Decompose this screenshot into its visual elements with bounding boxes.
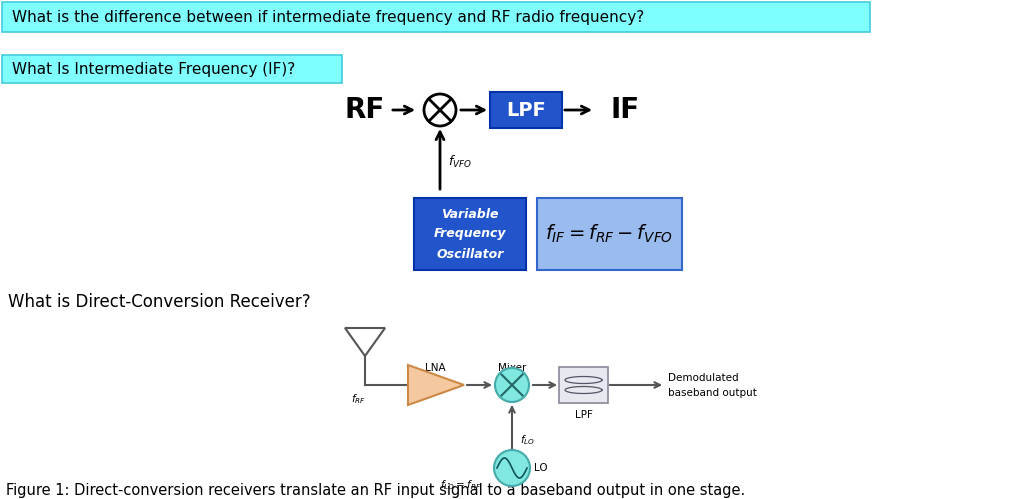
Text: Frequency: Frequency — [434, 228, 506, 241]
Text: Oscillator: Oscillator — [436, 248, 504, 260]
FancyBboxPatch shape — [414, 198, 526, 270]
Text: IF: IF — [610, 96, 640, 124]
Text: Mixer: Mixer — [498, 363, 526, 373]
FancyBboxPatch shape — [2, 55, 342, 83]
Text: What is the difference between if intermediate frequency and RF radio frequency?: What is the difference between if interm… — [12, 9, 644, 24]
Text: $f_{VFO}$: $f_{VFO}$ — [449, 154, 472, 170]
Text: Variable: Variable — [441, 208, 499, 221]
Text: RF: RF — [345, 96, 385, 124]
FancyBboxPatch shape — [537, 198, 682, 270]
Polygon shape — [408, 365, 464, 405]
Text: $f_{IF}=f_{RF}-f_{VFO}$: $f_{IF}=f_{RF}-f_{VFO}$ — [546, 223, 674, 245]
Text: LPF: LPF — [574, 410, 593, 420]
FancyBboxPatch shape — [2, 2, 870, 32]
Text: $f_{LO} = f_{RF}$: $f_{LO} = f_{RF}$ — [440, 478, 481, 492]
FancyBboxPatch shape — [490, 92, 562, 128]
Text: baseband output: baseband output — [668, 388, 757, 398]
Circle shape — [494, 450, 530, 486]
Text: LPF: LPF — [506, 100, 546, 119]
Circle shape — [495, 368, 529, 402]
FancyBboxPatch shape — [559, 367, 608, 403]
Text: $f_{LO}$: $f_{LO}$ — [520, 433, 536, 447]
Text: Demodulated: Demodulated — [668, 373, 738, 383]
Text: Figure 1: Direct-conversion receivers translate an RF input signal to a baseband: Figure 1: Direct-conversion receivers tr… — [6, 483, 745, 498]
Text: LO: LO — [534, 463, 548, 473]
Text: $f_{RF}$: $f_{RF}$ — [351, 392, 366, 406]
Text: LNA: LNA — [425, 363, 445, 373]
Text: What Is Intermediate Frequency (IF)?: What Is Intermediate Frequency (IF)? — [12, 61, 295, 76]
Text: What is Direct-Conversion Receiver?: What is Direct-Conversion Receiver? — [8, 293, 310, 311]
